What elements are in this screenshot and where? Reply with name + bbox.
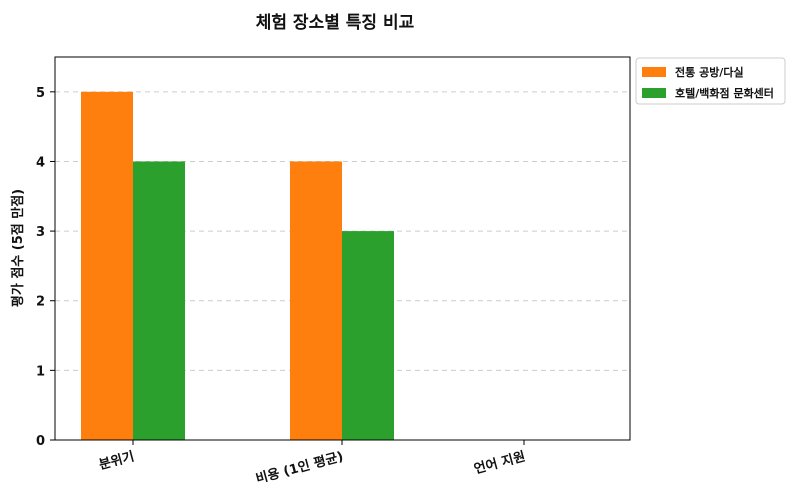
y-axis: 0 1 2 3 4 5 xyxy=(36,86,55,449)
y-tick-label: 4 xyxy=(36,155,45,170)
y-axis-label: 평가 점수 (5점 만점) xyxy=(10,189,26,307)
y-tick-label: 1 xyxy=(36,364,45,379)
legend-entry: 전통 공방/다실 xyxy=(675,65,744,79)
y-tick-label: 5 xyxy=(36,86,45,101)
bar xyxy=(342,231,394,440)
y-tick-label: 0 xyxy=(36,434,45,449)
grid-lines xyxy=(55,91,630,371)
x-tick-label: 비용 (1인 평균) xyxy=(254,448,345,487)
bar xyxy=(81,91,133,441)
bars xyxy=(81,91,394,441)
bar xyxy=(290,161,342,441)
legend-entry: 호텔/백화점 문화센터 xyxy=(675,86,774,100)
x-axis: 분위기 비용 (1인 평균) 언어 지원 xyxy=(97,440,527,487)
legend-swatch xyxy=(642,88,666,98)
legend-swatch xyxy=(642,67,666,77)
legend-box xyxy=(635,57,786,105)
bar xyxy=(133,161,185,441)
chart-title: 체험 장소별 특징 비교 xyxy=(256,12,415,33)
x-tick-label: 분위기 xyxy=(97,449,136,473)
y-tick-label: 2 xyxy=(36,295,45,310)
y-tick-label: 3 xyxy=(36,225,45,240)
x-tick-label: 언어 지원 xyxy=(472,448,527,477)
